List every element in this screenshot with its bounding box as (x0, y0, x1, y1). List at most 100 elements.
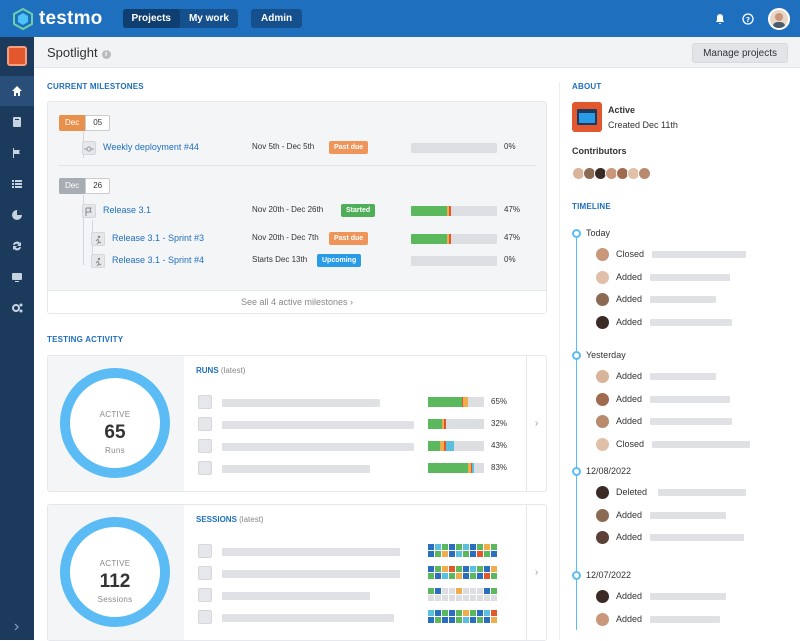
event-verb: Deleted (616, 487, 648, 497)
timeline-event[interactable]: Added (596, 415, 796, 429)
event-placeholder (650, 395, 730, 403)
progress-bar (411, 256, 497, 266)
expand-chevron-icon[interactable] (0, 617, 34, 637)
sessions-header: SESSIONS (latest) (196, 515, 264, 524)
event-verb: Added (616, 591, 643, 601)
logo[interactable]: testmo (12, 7, 103, 30)
status-badge: Started (341, 204, 376, 217)
session-name-placeholder (222, 570, 400, 578)
session-row[interactable] (198, 544, 528, 558)
event-verb: Added (616, 294, 643, 305)
milestone-dates: Nov 20th - Dec 7th (252, 233, 319, 242)
session-status-grid (428, 610, 497, 623)
session-sync-icon (198, 544, 212, 558)
nav-projects[interactable]: Projects (122, 9, 180, 28)
progress-bar (411, 206, 497, 216)
timeline-event[interactable]: Added (596, 531, 796, 545)
manage-projects-button[interactable]: Manage projects (692, 43, 788, 63)
event-placeholder (650, 273, 730, 281)
project-icon (572, 102, 602, 132)
event-avatar (596, 486, 609, 499)
sprint-runner-icon (91, 254, 105, 268)
milestone-name[interactable]: Release 3.1 - Sprint #3 (112, 233, 205, 243)
user-avatar[interactable] (768, 8, 790, 30)
session-status-grid (428, 566, 497, 579)
ring-label: ACTIVE (99, 410, 131, 419)
svg-text:?: ? (746, 16, 750, 24)
list-icon[interactable] (0, 169, 34, 199)
see-all-milestones-link[interactable]: See all 4 active milestones › (48, 290, 546, 313)
timeline-event[interactable]: Added (596, 612, 796, 626)
timeline-event[interactable]: Closed (596, 248, 796, 261)
event-placeholder (650, 373, 716, 380)
status-badge: Upcoming (317, 254, 362, 267)
progress-bar (411, 234, 497, 244)
repository-icon[interactable] (0, 107, 34, 137)
run-pie-icon (198, 395, 212, 409)
settings-gear-icon[interactable] (0, 293, 34, 323)
timeline-event[interactable]: Added (596, 392, 796, 406)
milestone-name[interactable]: Release 3.1 - Sprint #4 (112, 255, 205, 265)
timeline-event[interactable]: Deleted (596, 486, 796, 499)
timeline-day-label: Today (586, 228, 611, 238)
milestone-name[interactable]: Weekly deployment #44 (103, 142, 199, 152)
bell-icon[interactable] (708, 7, 732, 31)
flag-icon (82, 204, 96, 218)
run-row[interactable]: 32% (198, 417, 528, 431)
milestone-name[interactable]: Release 3.1 (103, 205, 152, 215)
testing-activity-title: TESTING ACTIVITY (47, 335, 124, 344)
event-avatar (596, 293, 609, 307)
event-placeholder (652, 441, 750, 449)
ring-label: ACTIVE (99, 559, 131, 568)
info-icon[interactable]: i (101, 50, 111, 59)
event-verb: Added (616, 371, 643, 381)
nav-my-work[interactable]: My work (188, 13, 229, 24)
session-row[interactable] (198, 566, 528, 580)
event-placeholder (652, 251, 746, 258)
run-progress-bar (428, 441, 484, 451)
reports-pie-icon[interactable] (0, 200, 34, 230)
event-verb: Added (616, 393, 643, 404)
milestone-row[interactable]: Release 3.1 Nov 20th - Dec 26th Started … (82, 203, 542, 219)
project-icon[interactable] (7, 46, 27, 66)
timeline-event[interactable]: Added (596, 293, 796, 307)
session-row[interactable] (198, 610, 528, 624)
milestone-row[interactable]: Release 3.1 - Sprint #4 Starts Dec 13th … (91, 253, 551, 269)
timeline-event[interactable]: Added (596, 370, 796, 383)
run-name-placeholder (222, 421, 414, 429)
run-row[interactable]: 83% (198, 461, 528, 475)
session-status-grid (428, 588, 497, 601)
milestones-flag-icon[interactable] (0, 138, 34, 168)
milestone-dates: Nov 20th - Dec 26th (252, 205, 324, 214)
chevron-right-icon[interactable]: › (526, 505, 546, 640)
run-row[interactable]: 43% (198, 439, 528, 453)
timeline-day-label: Yesterday (586, 350, 626, 360)
nav-admin[interactable]: Admin (250, 9, 303, 28)
session-row[interactable] (198, 588, 528, 602)
timeline-event[interactable]: Added (596, 316, 796, 330)
contributor-avatar[interactable] (638, 167, 651, 180)
milestone-row[interactable]: Weekly deployment #44 Nov 5th - Dec 5th … (82, 140, 542, 156)
chevron-right-icon[interactable]: › (526, 356, 546, 491)
sync-icon[interactable] (0, 231, 34, 261)
run-progress-bar (428, 419, 484, 429)
timeline-event[interactable]: Added (596, 270, 796, 284)
event-verb: Added (616, 416, 643, 427)
run-progress-bar (428, 397, 484, 407)
milestones-section-title: CURRENT MILESTONES (47, 82, 144, 91)
milestone-dates: Starts Dec 13th (252, 255, 308, 264)
timeline-day-label: 12/07/2022 (586, 570, 632, 580)
help-icon[interactable]: ? (736, 7, 760, 31)
automation-icon[interactable] (0, 262, 34, 292)
timeline-dot (572, 351, 581, 360)
home-icon[interactable] (0, 76, 34, 106)
milestone-row[interactable]: Release 3.1 - Sprint #3 Nov 20th - Dec 7… (91, 231, 551, 247)
sprint-runner-icon (91, 232, 105, 246)
event-verb: Closed (616, 439, 645, 450)
run-row[interactable]: 65% (198, 395, 528, 409)
chevron-right-icon: › (350, 297, 354, 307)
timeline-event[interactable]: Added (596, 590, 796, 603)
event-avatar (596, 590, 609, 603)
timeline-event[interactable]: Closed (596, 438, 796, 452)
timeline-event[interactable]: Added (596, 508, 796, 522)
